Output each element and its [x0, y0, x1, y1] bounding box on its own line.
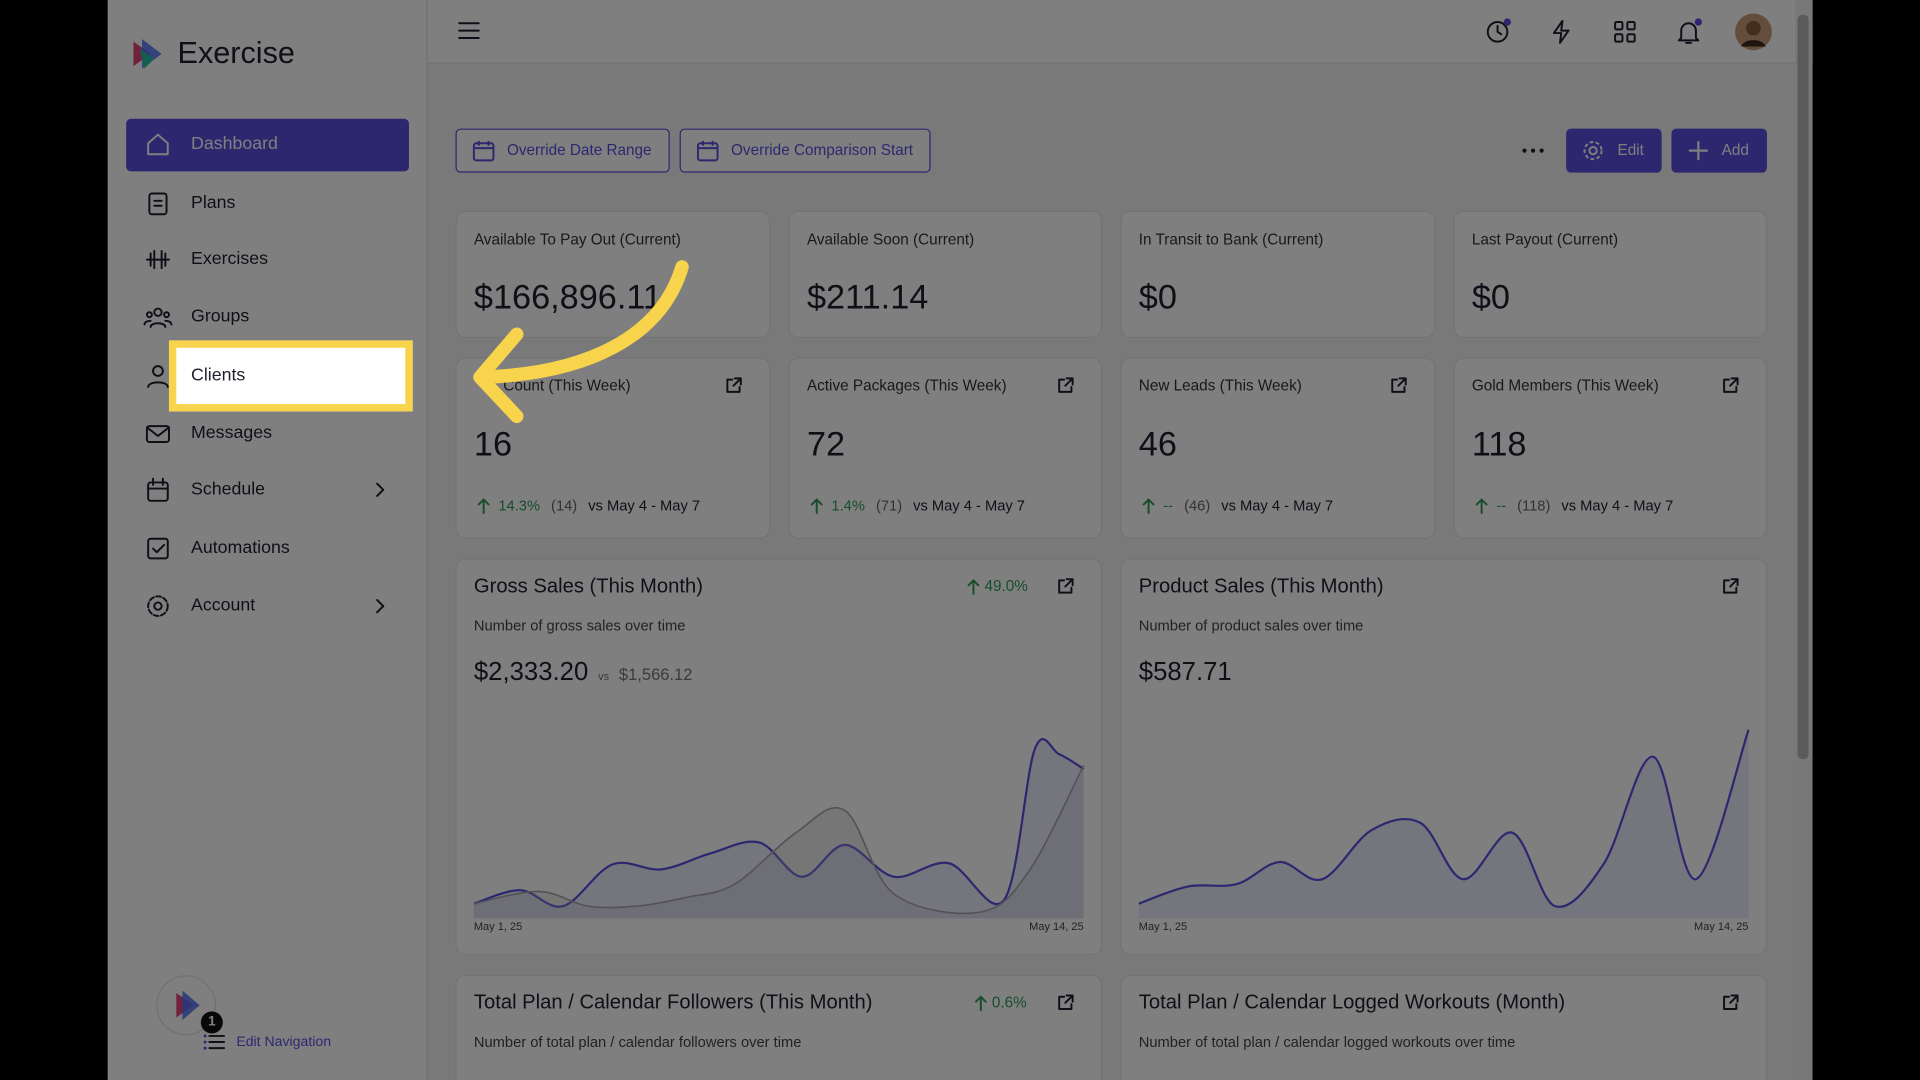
- arrow-shaft: [476, 260, 689, 384]
- nav-label-highlighted[interactable]: Clients: [191, 365, 246, 386]
- arrow-head: [473, 327, 524, 424]
- pointer-arrow: [473, 260, 689, 424]
- highlight-box: [168, 340, 413, 412]
- dim-overlay: [107, 0, 1813, 1080]
